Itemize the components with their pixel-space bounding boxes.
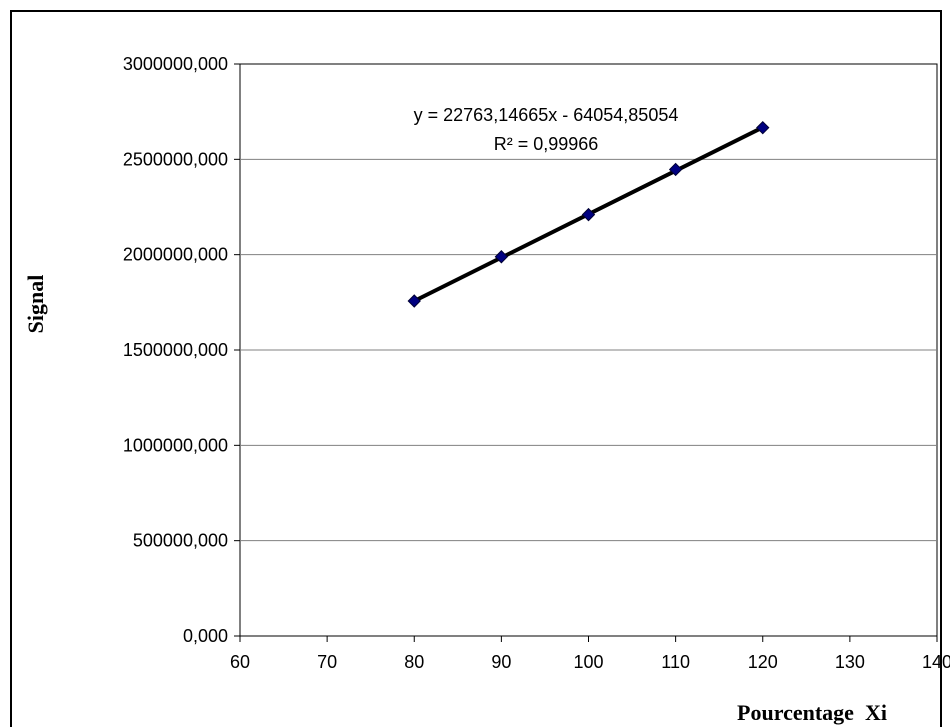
x-tick-label: 120 xyxy=(748,652,778,672)
x-axis-title: Pourcentage Xi xyxy=(737,700,887,725)
y-tick-labels: 0,000 500000,000 1000000,000 1500000,000 200… xyxy=(123,54,228,646)
x-tick-label: 140 xyxy=(922,652,950,672)
data-point xyxy=(494,250,509,264)
x-tick-label: 60 xyxy=(230,652,250,672)
data-point xyxy=(668,162,683,177)
trendline-equation: y = 22763,14665x - 64054,85054 xyxy=(414,105,679,125)
x-tick-label: 110 xyxy=(661,652,690,672)
y-tick-label: 3000000,000 xyxy=(123,54,228,74)
data-point xyxy=(581,207,596,222)
y-tick-label: 1000000,000 xyxy=(123,435,228,455)
y-tick-label: 500000,000 xyxy=(133,531,228,551)
y-tick-label: 2000000,000 xyxy=(123,245,228,265)
y-tick-label: 0,000 xyxy=(183,626,228,646)
y-axis-title: Signal xyxy=(23,275,48,334)
y-tick-label: 2500000,000 xyxy=(123,149,228,169)
data-point xyxy=(756,120,770,135)
x-tick-label: 130 xyxy=(835,652,865,672)
data-point xyxy=(407,294,421,308)
x-tick-label: 80 xyxy=(404,652,424,672)
x-tick-labels: 60 70 80 90 100 110 120 130 140 xyxy=(230,652,950,672)
data-points xyxy=(407,120,770,308)
x-tick-label: 90 xyxy=(491,652,511,672)
x-tick-label: 100 xyxy=(573,652,603,672)
gridlines xyxy=(234,63,938,642)
y-tick-label: 1500000,000 xyxy=(123,340,228,360)
x-tick-label: 70 xyxy=(317,652,337,672)
trendline-r-squared: R² = 0,99966 xyxy=(494,134,599,154)
